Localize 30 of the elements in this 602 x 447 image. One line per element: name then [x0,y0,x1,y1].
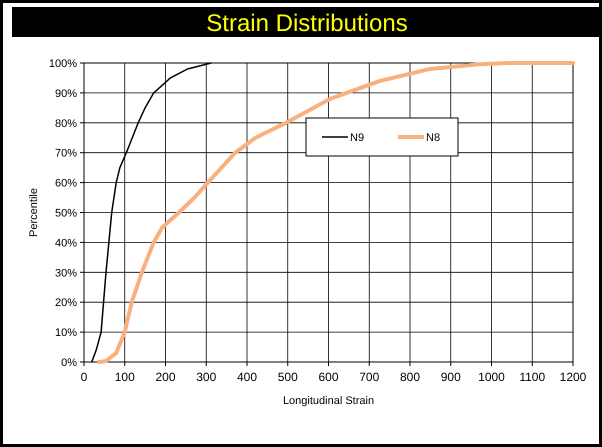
x-tick-label: 800 [400,370,420,384]
y-tick-label: 30% [54,267,78,280]
x-tick-label: 400 [236,370,258,384]
y-tick-label: 100% [48,58,78,70]
y-axis-title: Percentile [28,188,40,237]
y-tick-label: 50% [54,208,78,220]
y-tick-label: 40% [54,237,78,250]
x-tick-label: 0 [80,370,88,384]
y-tick-label: 60% [54,178,78,190]
x-tick-label: 900 [440,370,462,384]
line-series [97,61,575,364]
y-tick-label: 70% [54,148,78,160]
y-tick-label: 90% [54,88,78,100]
y-tick-label: 20% [54,297,78,310]
x-tick-label: 100 [114,370,136,384]
x-tick-label: 1200 [560,370,587,384]
x-tick-label: 1100 [519,370,546,384]
x-tick-label: 200 [155,370,176,384]
x-tick-label: 500 [278,370,298,384]
legend-label: N8 [426,132,440,144]
x-axis-title: Longitudinal Strain [282,395,374,407]
x-tick-label: 700 [359,370,380,384]
chart-title: Strain Distributions [206,10,408,37]
x-tick-label: 600 [318,370,339,384]
y-tick-label: 10% [54,327,78,340]
x-tick-label: 300 [196,370,217,384]
y-tick-label: 80% [54,118,78,130]
y-tick-label: 0% [61,357,78,369]
legend-label: N9 [350,132,364,144]
x-tick-label: 1000 [478,370,506,384]
